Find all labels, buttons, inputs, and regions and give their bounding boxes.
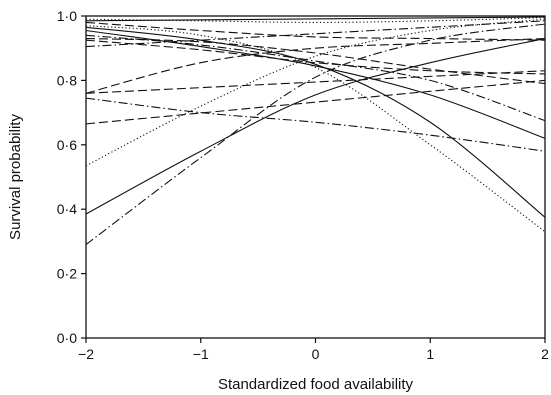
y-tick-label: 0·2 xyxy=(57,266,77,282)
x-axis-title: Standardized food availability xyxy=(218,376,414,393)
x-tick-label: 1 xyxy=(426,346,434,362)
series-line-10 xyxy=(85,34,546,122)
series-line-4 xyxy=(85,29,546,139)
series-line-5 xyxy=(85,18,546,167)
y-tick-label: 0·8 xyxy=(57,72,77,88)
y-axis-title: Survival probability xyxy=(7,114,24,240)
series-layer xyxy=(85,16,546,246)
series-line-6 xyxy=(85,25,546,233)
y-tick-label: 1·0 xyxy=(57,8,77,24)
series-line-7 xyxy=(85,17,546,23)
series-line-2 xyxy=(85,38,546,215)
y-tick-label: 0·4 xyxy=(57,201,77,217)
series-line-11 xyxy=(85,20,546,48)
series-line-12 xyxy=(85,37,546,94)
series-line-3 xyxy=(85,26,546,218)
y-tick-label: 0·0 xyxy=(57,330,77,346)
series-line-9 xyxy=(85,97,546,152)
series-line-8 xyxy=(85,23,546,246)
series-line-13 xyxy=(85,79,546,125)
x-tick-label: −1 xyxy=(193,346,209,362)
y-tick-label: 0·6 xyxy=(57,137,77,153)
axis-layer: −2 −1 0 1 2 0·0 0·2 0·4 0·6 0·8 1·0 xyxy=(57,8,549,362)
series-line-15 xyxy=(85,21,546,41)
x-tick-label: 2 xyxy=(541,346,549,362)
x-tick-label: −2 xyxy=(78,346,94,362)
series-line-16 xyxy=(85,37,546,85)
series-line-17 xyxy=(85,39,546,75)
x-tick-label: 0 xyxy=(312,346,320,362)
